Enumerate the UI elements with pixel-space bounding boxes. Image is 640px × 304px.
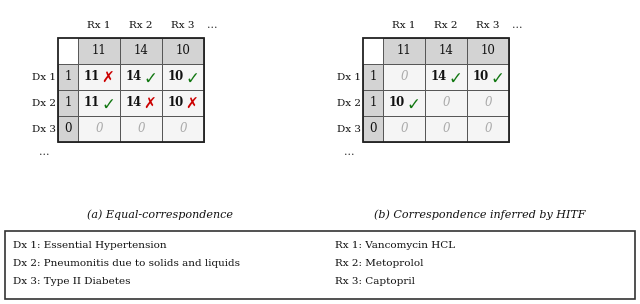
Text: 14: 14 (431, 71, 447, 84)
Text: 10: 10 (168, 96, 184, 109)
Bar (78, 64, 120, 90)
Text: 11: 11 (84, 96, 100, 109)
Text: ...: ... (344, 147, 355, 157)
Text: Rx 3: Rx 3 (476, 20, 500, 29)
Text: 14: 14 (126, 71, 142, 84)
Text: 0: 0 (400, 71, 408, 84)
Text: Rx 3: Rx 3 (172, 20, 195, 29)
Text: 10: 10 (389, 96, 405, 109)
Bar (58, 116, 78, 142)
Text: Rx 2: Rx 2 (435, 20, 458, 29)
Text: 0: 0 (95, 123, 103, 136)
Text: ✗: ✗ (102, 71, 115, 85)
Text: 0: 0 (442, 123, 450, 136)
Text: 14: 14 (134, 44, 148, 57)
Text: Dx 1: Dx 1 (337, 72, 361, 81)
Bar (78, 90, 120, 116)
Text: Dx 2: Dx 2 (32, 98, 56, 108)
Text: ✓: ✓ (143, 70, 157, 88)
Text: 10: 10 (473, 71, 489, 84)
Text: (a) Equal-correspondence: (a) Equal-correspondence (87, 210, 233, 220)
Text: Dx 2: Dx 2 (337, 98, 361, 108)
Bar (467, 38, 509, 64)
Text: ✗: ✗ (186, 96, 198, 112)
Text: 1: 1 (369, 96, 377, 109)
Text: 1: 1 (369, 71, 377, 84)
Text: ✓: ✓ (490, 70, 504, 88)
Bar (120, 38, 162, 64)
Bar (120, 64, 162, 90)
Text: Dx 1: Dx 1 (32, 72, 56, 81)
Text: ✓: ✓ (185, 70, 199, 88)
Text: 0: 0 (400, 123, 408, 136)
Bar (120, 116, 162, 142)
Text: ✓: ✓ (448, 70, 462, 88)
Bar (162, 116, 204, 142)
Text: 10: 10 (175, 44, 191, 57)
Bar (162, 64, 204, 90)
Text: Rx 1: Vancomycin HCL: Rx 1: Vancomycin HCL (335, 240, 455, 250)
Text: Dx 3: Dx 3 (32, 125, 56, 133)
Bar (363, 38, 509, 142)
Bar (162, 90, 204, 116)
Text: 11: 11 (397, 44, 412, 57)
Text: 0: 0 (137, 123, 145, 136)
Text: 0: 0 (484, 123, 492, 136)
Text: 11: 11 (92, 44, 106, 57)
Text: Rx 2: Rx 2 (129, 20, 153, 29)
Bar (467, 90, 509, 116)
Bar (58, 90, 78, 116)
Text: ✗: ✗ (143, 96, 156, 112)
Text: 14: 14 (126, 96, 142, 109)
Text: 0: 0 (484, 96, 492, 109)
Bar (363, 90, 383, 116)
Bar (78, 38, 120, 64)
Bar (78, 116, 120, 142)
Bar (425, 64, 467, 90)
Bar (383, 90, 425, 116)
Text: ...: ... (39, 147, 49, 157)
Text: 10: 10 (168, 71, 184, 84)
Text: 1: 1 (64, 71, 72, 84)
Text: Rx 2: Metoprolol: Rx 2: Metoprolol (335, 258, 424, 268)
Text: ...: ... (207, 20, 217, 30)
Text: 11: 11 (84, 71, 100, 84)
Bar (467, 116, 509, 142)
Bar (58, 64, 78, 90)
Bar (120, 90, 162, 116)
Text: Dx 1: Essential Hypertension: Dx 1: Essential Hypertension (13, 240, 166, 250)
Text: ✓: ✓ (101, 96, 115, 114)
Text: Rx 1: Rx 1 (87, 20, 111, 29)
Bar (467, 64, 509, 90)
Text: Rx 1: Rx 1 (392, 20, 416, 29)
Text: 0: 0 (179, 123, 187, 136)
Text: 0: 0 (64, 123, 72, 136)
Bar (58, 38, 204, 142)
Bar (363, 64, 383, 90)
Text: 1: 1 (64, 96, 72, 109)
Text: 0: 0 (442, 96, 450, 109)
Bar (363, 116, 383, 142)
Bar (425, 38, 467, 64)
Bar (5, 231, 635, 299)
Text: 14: 14 (438, 44, 453, 57)
Bar (383, 116, 425, 142)
Bar (162, 38, 204, 64)
Bar (425, 116, 467, 142)
Bar (425, 90, 467, 116)
Text: Dx 3: Type II Diabetes: Dx 3: Type II Diabetes (13, 277, 131, 285)
Bar (383, 38, 425, 64)
Text: 10: 10 (481, 44, 495, 57)
Text: ✓: ✓ (406, 96, 420, 114)
Bar (383, 64, 425, 90)
Text: (b) Correspondence inferred by HITF: (b) Correspondence inferred by HITF (374, 210, 586, 220)
Text: Dx 3: Dx 3 (337, 125, 361, 133)
Text: Dx 2: Pneumonitis due to solids and liquids: Dx 2: Pneumonitis due to solids and liqu… (13, 258, 240, 268)
Text: Rx 3: Captopril: Rx 3: Captopril (335, 277, 415, 285)
Text: 0: 0 (369, 123, 377, 136)
Text: ...: ... (512, 20, 522, 30)
